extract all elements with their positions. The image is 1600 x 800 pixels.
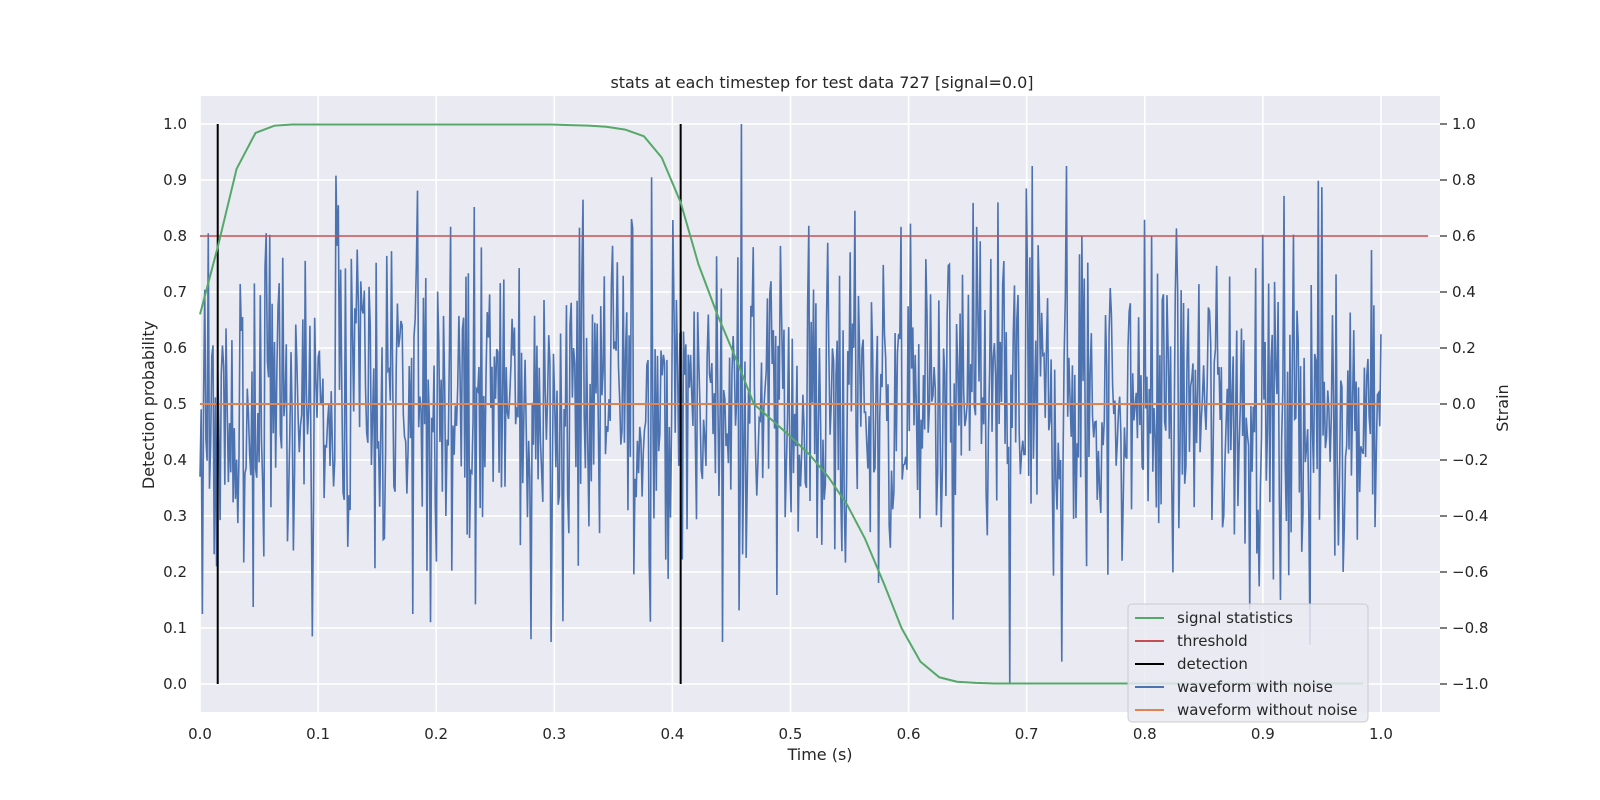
y-tick-label: 0.9 bbox=[163, 171, 187, 189]
y2-tick-label: −0.6 bbox=[1452, 563, 1488, 581]
y2-axis-ticks: −1.0 −0.8 −0.6 −0.4 −0.2 0.0 0.2 0.4 0.6 0.8 1.0 bbox=[1440, 115, 1488, 693]
y-tick-label: 0.1 bbox=[163, 619, 187, 637]
x-tick-label: 0.0 bbox=[188, 725, 212, 743]
x-tick-label: 1.0 bbox=[1369, 725, 1393, 743]
chart-title: stats at each timestep for test data 727… bbox=[610, 73, 1033, 92]
y2-tick-label: 0.2 bbox=[1452, 339, 1476, 357]
y-tick-label: 0.2 bbox=[163, 563, 187, 581]
y2-tick-label: −0.8 bbox=[1452, 619, 1488, 637]
legend-label: detection bbox=[1177, 655, 1248, 673]
y2-tick-label: 0.0 bbox=[1452, 395, 1476, 413]
x-tick-label: 0.6 bbox=[897, 725, 921, 743]
y-tick-label: 0.6 bbox=[163, 339, 187, 357]
legend: signal statistics threshold detection wavef… bbox=[1127, 603, 1369, 723]
y2-tick-label: −0.2 bbox=[1452, 451, 1488, 469]
y-tick-label: 1.0 bbox=[163, 115, 187, 133]
y2-axis-label: Strain bbox=[1493, 384, 1512, 431]
y2-tick-label: −1.0 bbox=[1452, 675, 1488, 693]
y-tick-label: 0.8 bbox=[163, 227, 187, 245]
y2-tick-label: 1.0 bbox=[1452, 115, 1476, 133]
legend-label: threshold bbox=[1177, 632, 1248, 650]
y2-tick-label: −0.4 bbox=[1452, 507, 1488, 525]
y2-tick-label: 0.8 bbox=[1452, 171, 1476, 189]
x-axis-label: Time (s) bbox=[786, 745, 852, 764]
x-tick-label: 0.5 bbox=[779, 725, 803, 743]
x-tick-label: 0.8 bbox=[1133, 725, 1157, 743]
waveform-with-noise-line bbox=[199, 123, 1382, 685]
legend-label: waveform with noise bbox=[1177, 678, 1333, 696]
x-tick-label: 0.2 bbox=[424, 725, 448, 743]
x-tick-label: 0.3 bbox=[542, 725, 566, 743]
y-tick-label: 0.7 bbox=[163, 283, 187, 301]
y-tick-label: 0.4 bbox=[163, 451, 187, 469]
y-tick-label: 0.3 bbox=[163, 507, 187, 525]
y-axis-label: Detection probability bbox=[139, 321, 158, 489]
x-axis-ticks: 0.0 0.1 0.2 0.3 0.4 0.5 0.6 0.7 0.8 0.9 1.0 bbox=[188, 725, 1393, 743]
legend-label: signal statistics bbox=[1177, 609, 1293, 627]
x-tick-label: 0.4 bbox=[660, 725, 684, 743]
x-tick-label: 0.9 bbox=[1251, 725, 1275, 743]
x-tick-label: 0.7 bbox=[1015, 725, 1039, 743]
y-tick-label: 0.5 bbox=[163, 395, 187, 413]
y2-tick-label: 0.6 bbox=[1452, 227, 1476, 245]
legend-box bbox=[1127, 603, 1369, 723]
legend-label: waveform without noise bbox=[1177, 701, 1357, 719]
y2-tick-label: 0.4 bbox=[1452, 283, 1476, 301]
x-tick-label: 0.1 bbox=[306, 725, 330, 743]
y-axis-ticks: 0.0 0.1 0.2 0.3 0.4 0.5 0.6 0.7 0.8 0.9 1.0 bbox=[163, 115, 187, 693]
y-tick-label: 0.0 bbox=[163, 675, 187, 693]
